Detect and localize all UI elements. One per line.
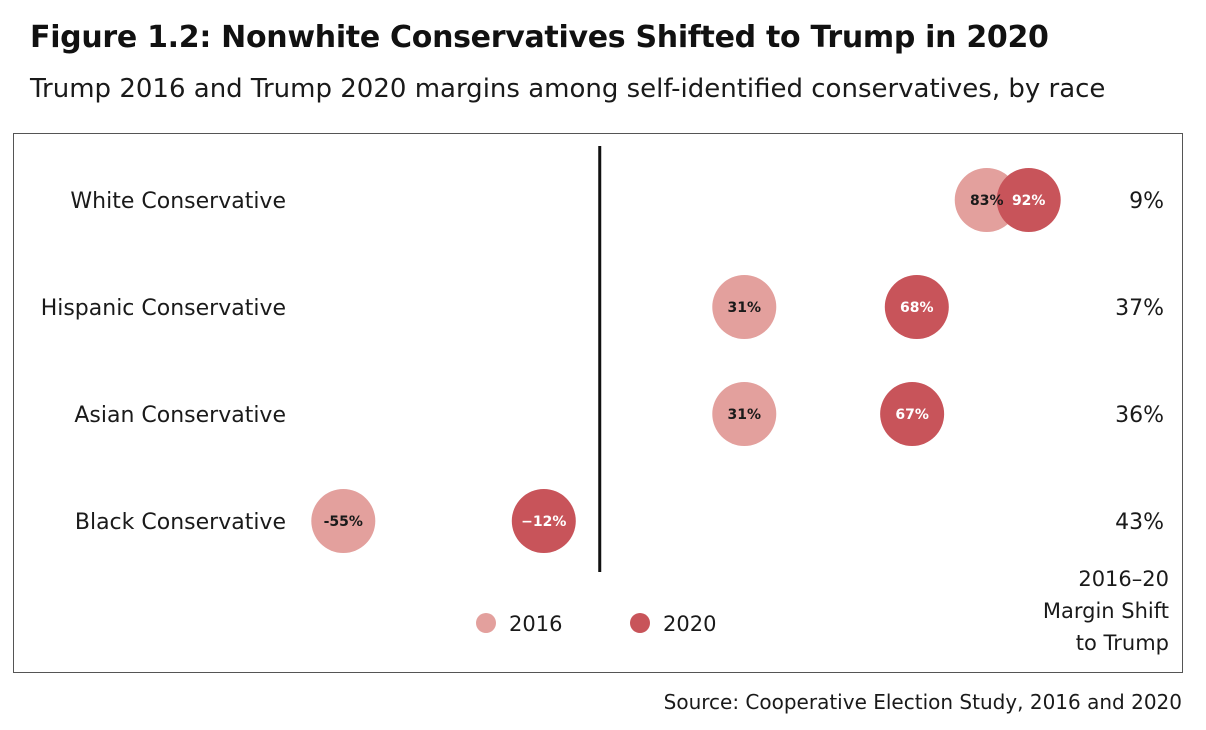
dot-2016 bbox=[311, 489, 376, 553]
dot-2020 bbox=[884, 275, 949, 339]
data-label-2020: −12% bbox=[521, 514, 566, 530]
legend-marker-2016 bbox=[476, 613, 496, 633]
shift-title-line: Margin Shift bbox=[1043, 599, 1169, 623]
category-label: White Conservative bbox=[70, 189, 286, 214]
data-label-2020: 92% bbox=[1012, 193, 1046, 209]
shift-value: 43% bbox=[1115, 510, 1164, 535]
shift-value: 37% bbox=[1115, 296, 1164, 321]
shift-value: 36% bbox=[1115, 403, 1164, 428]
shift-title-line: to Trump bbox=[1076, 631, 1169, 655]
category-label: Hispanic Conservative bbox=[41, 296, 286, 321]
shift-value: 9% bbox=[1129, 189, 1164, 214]
data-label-2016: -55% bbox=[324, 514, 363, 530]
legend-label-2016: 2016 bbox=[509, 612, 562, 636]
data-label-2020: 68% bbox=[900, 300, 934, 316]
chart-frame: White Conservative Hispanic Conservative A… bbox=[13, 133, 1183, 673]
source-note: Source: Cooperative Election Study, 2016… bbox=[663, 690, 1182, 714]
category-label: Black Conservative bbox=[75, 510, 286, 535]
dot-2020 bbox=[880, 382, 945, 446]
legend-marker-2020 bbox=[630, 613, 650, 633]
data-label-2020: 67% bbox=[895, 407, 929, 423]
data-label-2016: 83% bbox=[970, 193, 1004, 209]
chart-title: Figure 1.2: Nonwhite Conservatives Shift… bbox=[30, 20, 1049, 55]
shift-title-line: 2016–20 bbox=[1078, 567, 1169, 591]
dot-2016 bbox=[712, 275, 777, 339]
category-label: Asian Conservative bbox=[74, 403, 286, 428]
chart-subtitle: Trump 2016 and Trump 2020 margins among … bbox=[30, 74, 1106, 104]
dot-2020 bbox=[511, 489, 576, 553]
data-label-2016: 31% bbox=[728, 300, 762, 316]
dot-2016 bbox=[712, 382, 777, 446]
legend-label-2020: 2020 bbox=[663, 612, 716, 636]
dot-chart: White Conservative Hispanic Conservative A… bbox=[41, 146, 1169, 655]
dot-2020 bbox=[996, 168, 1061, 232]
data-label-2016: 31% bbox=[728, 407, 762, 423]
